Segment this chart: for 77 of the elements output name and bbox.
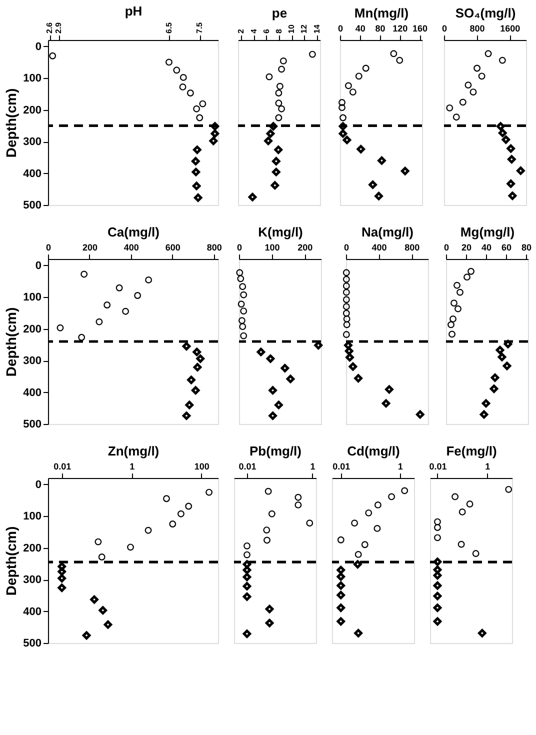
x-axis-title: pe: [272, 6, 288, 21]
y-tick-label: 0: [35, 40, 42, 53]
x-axis-title: Pb(mg/l): [250, 444, 302, 458]
y-tick-label: 400: [23, 386, 42, 399]
x-tick-label: 60: [501, 242, 512, 252]
x-tick-label: 0: [46, 242, 52, 252]
x-tick-label: 4: [249, 28, 258, 34]
x-tick-label: 14: [312, 24, 322, 34]
x-tick-label: 20: [461, 242, 472, 252]
x-tick-label: 0.01: [238, 462, 256, 472]
x-axis-title: Mg(mg/l): [460, 224, 515, 240]
x-tick-label: 400: [124, 242, 139, 252]
y-tick-label: 0: [35, 260, 42, 272]
x-tick-label: 800: [470, 24, 485, 34]
y-tick-label: 300: [23, 136, 42, 148]
y-tick-label: 500: [23, 638, 42, 650]
y-tick-label: 100: [23, 510, 42, 523]
x-tick-label: 800: [404, 242, 420, 252]
x-axis-title: Fe(mg/l): [446, 444, 497, 458]
x-axis-title: SO₄(mg/l): [455, 6, 516, 20]
x-tick-label: 120: [392, 24, 408, 34]
x-tick-label: 7.5: [195, 22, 204, 34]
y-tick-label: 400: [23, 168, 42, 180]
x-tick-label: 2.6: [45, 22, 54, 34]
x-tick-label: 0: [444, 242, 450, 252]
x-axis-title: Cd(mg/l): [347, 444, 400, 458]
x-tick-label: 0.01: [332, 462, 350, 472]
x-tick-label: 160: [412, 24, 428, 34]
x-tick-label: 6.5: [164, 22, 174, 34]
x-tick-label: 0: [442, 24, 448, 34]
y-tick-label: 0: [35, 478, 42, 491]
x-tick-label: 1: [130, 462, 135, 472]
y-tick-label: 200: [23, 104, 42, 116]
x-tick-label: 6: [262, 28, 271, 34]
x-tick-label: 0: [344, 242, 350, 252]
x-tick-label: 10: [287, 24, 296, 34]
x-axis-title: pH: [124, 3, 142, 18]
y-tick-label: 400: [23, 606, 42, 618]
x-tick-label: 100: [264, 242, 280, 252]
x-tick-label: 2.9: [54, 22, 64, 34]
x-tick-label: 2: [236, 28, 246, 34]
x-axis-title: Zn(mg/l): [108, 444, 160, 458]
x-tick-label: 200: [298, 242, 313, 252]
x-tick-label: 200: [82, 242, 98, 252]
y-axis-title: Depth(cm): [3, 88, 20, 158]
y-tick-label: 500: [23, 200, 42, 212]
y-axis-title: Depth(cm): [3, 307, 20, 377]
x-tick-label: 1: [485, 462, 490, 472]
x-tick-label: 40: [355, 24, 366, 34]
x-tick-label: 0: [338, 24, 344, 34]
x-tick-label: 80: [521, 242, 532, 252]
x-axis-title: K(mg/l): [258, 224, 303, 240]
x-tick-label: 0.01: [429, 462, 447, 472]
x-tick-label: 80: [375, 24, 386, 34]
y-tick-label: 300: [23, 355, 42, 368]
x-axis-title: Na(mg/l): [362, 224, 414, 240]
x-tick-label: 1: [398, 462, 403, 472]
x-tick-label: 40: [481, 242, 492, 252]
y-tick-label: 500: [23, 418, 42, 430]
y-tick-label: 200: [23, 542, 42, 554]
x-tick-label: 8: [274, 28, 284, 34]
x-tick-label: 100: [194, 462, 210, 472]
y-tick-label: 100: [23, 292, 42, 304]
x-axis-title: Mn(mg/l): [354, 6, 409, 20]
x-tick-label: 400: [372, 242, 387, 252]
x-tick-label: 12: [300, 24, 309, 34]
x-tick-label: 1: [310, 462, 316, 472]
x-tick-label: 1600: [500, 24, 520, 34]
x-tick-label: 600: [165, 242, 180, 252]
y-tick-label: 300: [23, 574, 42, 586]
y-tick-label: 100: [23, 72, 42, 85]
x-tick-label: 800: [206, 242, 222, 252]
x-tick-label: 0: [236, 242, 242, 252]
x-tick-label: 0.01: [54, 462, 72, 472]
y-tick-label: 200: [23, 323, 42, 336]
y-axis-title: Depth(cm): [3, 526, 20, 596]
x-axis-title: Ca(mg/l): [108, 224, 160, 240]
